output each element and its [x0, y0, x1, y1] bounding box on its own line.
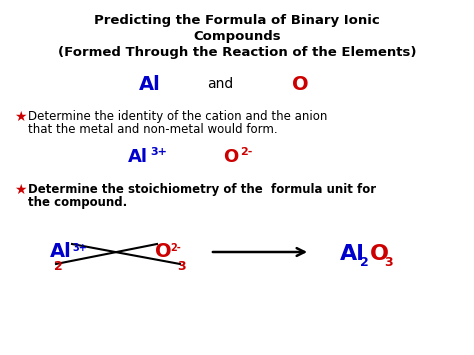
Text: the compound.: the compound. [28, 196, 127, 209]
Text: 3: 3 [177, 260, 186, 273]
Text: Al: Al [139, 75, 161, 94]
Text: Al: Al [340, 244, 365, 264]
Text: ★: ★ [14, 183, 27, 197]
Text: 3: 3 [384, 256, 392, 269]
Text: O: O [155, 242, 172, 261]
Text: Determine the identity of the cation and the anion: Determine the identity of the cation and… [28, 110, 328, 123]
Text: 3+: 3+ [72, 243, 87, 253]
Text: (Formed Through the Reaction of the Elements): (Formed Through the Reaction of the Elem… [58, 46, 416, 59]
Text: 3+: 3+ [150, 147, 167, 157]
Text: Al: Al [128, 148, 148, 166]
Text: Predicting the Formula of Binary Ionic: Predicting the Formula of Binary Ionic [94, 14, 380, 27]
Text: Determine the stoichiometry of the  formula unit for: Determine the stoichiometry of the formu… [28, 183, 376, 196]
Text: Compounds: Compounds [193, 30, 281, 43]
Text: 2: 2 [360, 256, 369, 269]
Text: that the metal and non-metal would form.: that the metal and non-metal would form. [28, 123, 278, 136]
Text: 2-: 2- [240, 147, 252, 157]
Text: O: O [370, 244, 389, 264]
Text: O: O [292, 75, 308, 94]
Text: 2: 2 [54, 260, 63, 273]
Text: 2-: 2- [170, 243, 181, 253]
Text: and: and [207, 77, 233, 91]
Text: O: O [223, 148, 238, 166]
Text: ★: ★ [14, 110, 27, 124]
Text: Al: Al [50, 242, 72, 261]
